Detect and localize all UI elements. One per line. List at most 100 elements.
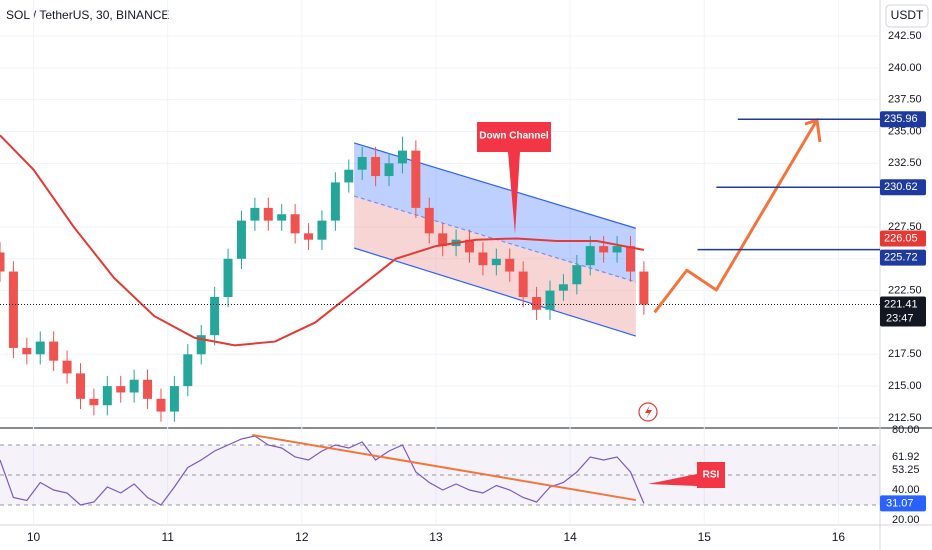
candle-body [210,297,220,336]
candle-body [317,220,327,240]
candle-body [330,182,340,221]
x-tick-label: 10 [27,530,41,544]
rsi-tick-label: 20.00 [892,514,920,526]
rsi-callout [648,462,725,488]
x-tick-label: 13 [429,530,443,544]
rsi-trendline [252,433,637,502]
countdown: 23:47 [886,312,914,324]
candle-body [344,169,354,183]
rsi-line [0,435,645,506]
candle-body [116,386,126,393]
price-badge [880,249,926,266]
candle-body [639,271,649,305]
candle-body [371,156,381,177]
chart-title: SOL / TetherUS, 30, BINANCE [6,8,169,22]
rsi-tick-label: 80.00 [892,424,920,436]
candle-body [75,373,85,399]
candle-body [545,290,555,310]
candle-body [491,258,501,266]
x-tick-label: 14 [563,530,577,544]
y-tick-label: 237.50 [888,94,922,106]
candle-body [397,150,407,164]
candle-body [505,258,515,272]
candle-body [532,297,542,310]
candle-body [49,341,59,361]
candle-body [22,347,32,355]
candle-body [290,214,300,234]
y-tick-label: 242.50 [888,30,922,42]
candle-body [357,156,367,170]
price-badge [880,111,926,128]
last-price-label: 221.41 [884,298,918,310]
candle-body [465,239,475,253]
candle-body [8,271,18,348]
y-tick-label: 222.50 [888,285,922,297]
y-tick-label: 235.00 [888,125,922,137]
candle-body [250,207,260,221]
channel-upper-fill [354,142,636,282]
y-tick-label: 215.00 [888,380,922,392]
candle-body [183,354,193,387]
y-tick-label: 227.50 [888,221,922,233]
candle-body [102,386,112,406]
candle-body [411,150,421,208]
y-tick-label: 212.50 [888,412,922,424]
currency-box[interactable] [885,4,929,28]
projection-arrowhead [804,118,822,143]
last-price-badge [880,296,926,327]
channel-lower-fill [354,196,636,337]
projection-path [653,119,819,314]
x-tick-label: 15 [698,530,712,544]
candle-body [384,163,394,177]
candle-body [236,220,246,259]
y-tick-label: 232.50 [888,157,922,169]
rsi-level-label: 61.92 [892,451,920,463]
candle-body [478,252,488,266]
candle-body [89,398,99,406]
channel-lower [353,247,637,337]
callout [477,122,551,234]
candle-body [612,246,622,253]
x-tick-label: 12 [295,530,309,544]
candle-body [599,246,609,253]
rsi-tick-label: 40.00 [892,484,920,496]
candle-body [169,386,179,412]
candle-body [143,379,153,399]
candle-body [62,360,72,374]
moving-average [0,134,645,347]
candle-body [304,233,314,240]
candle-body [35,341,45,355]
candle-body [585,246,595,266]
rsi-level-label: 53.25 [892,464,920,476]
candle-body [0,252,5,272]
y-tick-label: 217.50 [888,348,922,360]
candle-body [129,379,139,393]
candle-body [572,265,582,285]
currency: USDT [891,8,924,22]
candle-body [223,258,233,298]
candle-body [263,207,273,221]
price-badge-label: 230.62 [884,181,918,193]
x-tick-label: 16 [832,530,846,544]
rsi-badge-label: 31.07 [886,497,914,509]
rsi-badge [880,495,926,512]
callout-label: Down Channel [479,131,549,142]
candle-body [156,398,166,412]
candle-body [277,214,287,221]
price-badge-label: 235.96 [884,113,918,125]
candle-body [558,284,568,291]
x-tick-label: 11 [161,530,174,544]
rsi-callout-label: RSI [703,470,720,481]
y-tick-label: 240.00 [888,62,922,74]
candle-body [424,207,434,234]
candle-body [625,246,635,272]
candle-body [518,271,528,298]
candle-body [196,335,206,355]
alert-bolt [645,405,652,419]
ma-badge [880,230,926,247]
ma-badge-label: 226.05 [884,232,918,244]
price-badge-label: 225.72 [884,252,918,264]
